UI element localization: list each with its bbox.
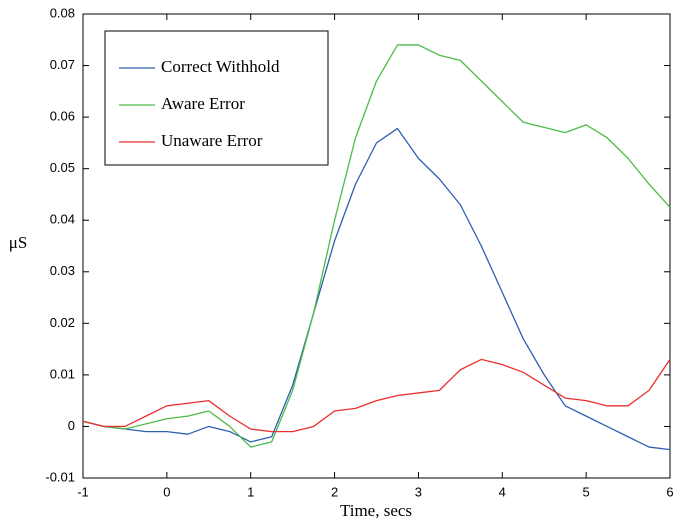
y-tick-label: 0.06 <box>50 109 75 124</box>
x-tick-label: 4 <box>499 484 506 499</box>
y-tick-label: 0.05 <box>50 160 75 175</box>
series-line <box>82 44 671 448</box>
y-tick-label: 0.08 <box>50 5 75 20</box>
legend-label: Aware Error <box>161 94 245 113</box>
y-tick-label: -0.01 <box>45 469 75 484</box>
series-line <box>82 127 671 451</box>
y-tick-label: 0.04 <box>50 212 75 227</box>
series-line <box>82 358 671 433</box>
x-tick-label: -1 <box>77 484 89 499</box>
x-tick-label: 2 <box>331 484 338 499</box>
x-tick-label: 1 <box>247 484 254 499</box>
y-tick-label: 0 <box>68 418 75 433</box>
x-tick-label: 6 <box>666 484 673 499</box>
x-axis-label: Time, secs <box>340 501 412 520</box>
x-tick-label: 0 <box>163 484 170 499</box>
y-tick-label: 0.01 <box>50 366 75 381</box>
x-tick-label: 3 <box>415 484 422 499</box>
y-axis-label: μS <box>9 233 28 252</box>
x-tick-label: 5 <box>583 484 590 499</box>
y-tick-label: 0.03 <box>50 263 75 278</box>
legend-label: Unaware Error <box>161 131 263 150</box>
legend-label: Correct Withhold <box>161 57 280 76</box>
y-tick-label: 0.07 <box>50 57 75 72</box>
y-tick-label: 0.02 <box>50 315 75 330</box>
legend-box <box>104 30 329 166</box>
